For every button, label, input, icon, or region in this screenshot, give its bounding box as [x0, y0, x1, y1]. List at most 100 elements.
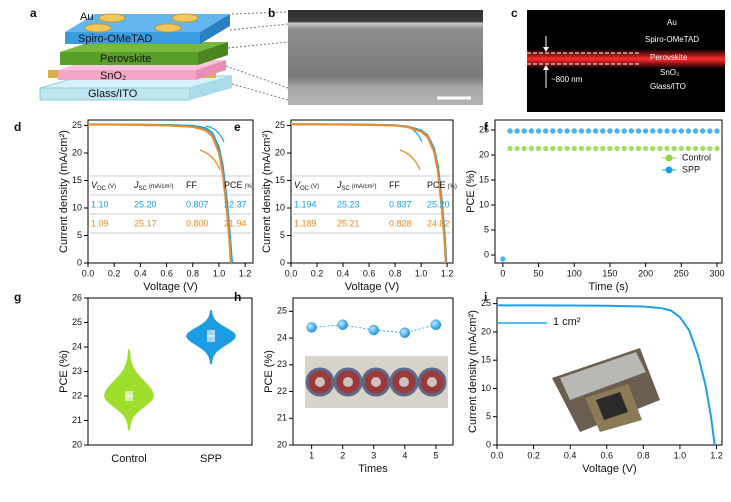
y-axis-label: Current density (mA/cm²) — [467, 310, 479, 433]
x-tick-label: 0.4 — [134, 268, 147, 278]
x-tick-label: 3 — [371, 450, 376, 460]
point — [620, 127, 628, 135]
point — [649, 145, 657, 152]
layer-label: Glass/ITO — [650, 82, 686, 91]
table-cell: 25.20 — [427, 199, 450, 209]
x-tick-label: 0.0 — [82, 268, 95, 278]
layer-label: SnO₂ — [100, 70, 126, 82]
x-tick-label: 5 — [433, 450, 438, 460]
point — [570, 145, 578, 152]
table-cell: 0.807 — [186, 199, 209, 209]
point — [306, 322, 317, 333]
x-tick-label: 0.6 — [600, 450, 613, 460]
device-schematic — [39, 11, 289, 101]
layer-label: Perovskite — [650, 53, 688, 62]
point — [649, 127, 657, 135]
point — [656, 127, 664, 135]
table-cell: 25.20 — [134, 199, 157, 209]
header-symbol: PCE — [427, 180, 446, 190]
y-tick-label: 23 — [277, 359, 287, 369]
point — [585, 145, 592, 152]
y-tick-label: 22 — [72, 390, 82, 400]
header-symbol: V — [294, 180, 301, 190]
table-cell: 1.10 — [91, 199, 109, 209]
panel-label: a — [30, 6, 37, 20]
y-tick-label: 21 — [72, 415, 82, 425]
point — [549, 127, 557, 135]
table-header: JSC (mA/cm²) — [133, 180, 174, 191]
table-cell: 25.23 — [337, 199, 360, 209]
x-tick-label: 250 — [674, 268, 689, 278]
plot-frame — [87, 297, 253, 446]
table-cell: 1.09 — [91, 218, 109, 228]
panel-label: h — [234, 290, 241, 304]
point — [506, 145, 514, 152]
header-unit: (%) — [245, 184, 254, 190]
table-cell: 25.21 — [337, 218, 360, 228]
x-tick-label: 4 — [402, 450, 407, 460]
x-tick-label: 1.0 — [674, 450, 687, 460]
y-tick-label: 24 — [277, 332, 287, 342]
point — [520, 145, 528, 152]
panel-label: i — [484, 290, 487, 304]
point — [368, 324, 380, 336]
series-line — [311, 324, 437, 334]
x-tick-label: 50 — [534, 268, 544, 278]
point — [628, 127, 635, 135]
header-subscript: OC — [300, 186, 310, 192]
header-symbol: FF — [186, 180, 197, 190]
panel-label: d — [14, 120, 21, 134]
point — [578, 145, 585, 152]
point — [585, 127, 592, 135]
y-tick-label: 20 — [277, 439, 287, 449]
point — [670, 127, 678, 135]
x-tick-label: 0.4 — [564, 450, 577, 460]
point — [556, 127, 564, 135]
point — [713, 145, 721, 152]
point — [430, 319, 442, 330]
table-header: VOC (V) — [294, 180, 319, 191]
panel-label: g — [14, 290, 21, 304]
point — [506, 127, 514, 135]
x-axis-label: Voltage (V) — [582, 463, 636, 475]
table-cell: 24.82 — [427, 218, 450, 228]
point — [606, 127, 614, 135]
layer-label: Glass/ITO — [88, 88, 138, 100]
header-unit: (%) — [448, 184, 457, 190]
table-cell: 1.189 — [294, 218, 317, 228]
y-tick-label: 25 — [277, 306, 287, 316]
point — [542, 127, 549, 135]
point — [685, 145, 692, 152]
x-axis-label: Voltage (V) — [143, 281, 197, 293]
x-tick-label: 1.2 — [441, 268, 454, 278]
point — [692, 145, 699, 152]
header-subscript: SC — [139, 186, 148, 192]
x-tick-label: 1.0 — [415, 268, 428, 278]
y-tick-label: 23 — [72, 366, 82, 376]
point — [663, 127, 671, 135]
plot-frame — [494, 119, 723, 264]
x-tick-label: 100 — [567, 268, 582, 278]
point — [620, 145, 628, 152]
x-tick-label: 150 — [602, 268, 617, 278]
table-cell: 22.37 — [224, 199, 247, 209]
y-axis-label: Current density (mA/cm²) — [58, 130, 70, 253]
series-line — [87, 123, 232, 264]
panel-label: c — [511, 6, 518, 20]
y-tick-label: 20 — [479, 149, 489, 159]
panel-label: e — [234, 120, 241, 134]
x-tick-label: 300 — [709, 268, 724, 278]
layer-label: Spiro-OMeTAD — [645, 35, 699, 44]
x-tick-label: 0.2 — [108, 268, 121, 278]
panel-label: b — [268, 6, 275, 20]
device-photo — [552, 348, 660, 432]
point — [606, 145, 614, 152]
table-cell: 0.828 — [389, 218, 412, 228]
point — [628, 145, 635, 152]
y-tick-label: 0 — [484, 249, 489, 259]
x-tick-label: Control — [111, 453, 146, 465]
point — [528, 127, 535, 135]
y-tick-label: 15 — [275, 175, 285, 185]
y-tick-label: 10 — [275, 202, 285, 212]
point — [563, 145, 571, 152]
